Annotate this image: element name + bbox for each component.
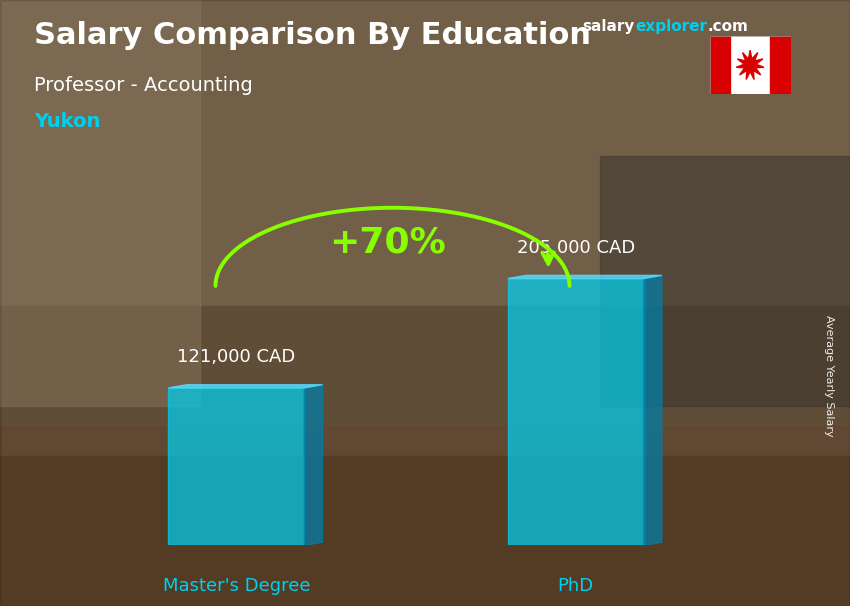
Text: Professor - Accounting: Professor - Accounting (34, 76, 252, 95)
Text: .com: .com (707, 19, 748, 35)
Bar (0, 0, 850, 306)
Text: PhD: PhD (558, 577, 594, 594)
Text: 205,000 CAD: 205,000 CAD (517, 239, 635, 256)
Bar (0, 456, 850, 606)
Text: Master's Degree: Master's Degree (162, 577, 310, 594)
Bar (0, 306, 850, 456)
Bar (600, 156, 850, 406)
Text: Average Yearly Salary: Average Yearly Salary (824, 315, 834, 436)
Bar (0, 426, 850, 606)
Text: 121,000 CAD: 121,000 CAD (178, 348, 296, 366)
Bar (168, 388, 304, 545)
Text: explorer: explorer (636, 19, 708, 35)
Polygon shape (304, 385, 322, 545)
Bar (710, 36, 730, 94)
Text: +70%: +70% (329, 226, 445, 260)
Text: Salary Comparison By Education: Salary Comparison By Education (34, 21, 591, 50)
Bar (770, 36, 790, 94)
Bar (507, 279, 643, 545)
Bar (0, 0, 200, 406)
Polygon shape (168, 385, 322, 388)
Polygon shape (507, 275, 662, 279)
Text: salary: salary (582, 19, 635, 35)
Polygon shape (736, 50, 764, 79)
Text: Yukon: Yukon (34, 112, 100, 131)
Polygon shape (643, 275, 662, 545)
